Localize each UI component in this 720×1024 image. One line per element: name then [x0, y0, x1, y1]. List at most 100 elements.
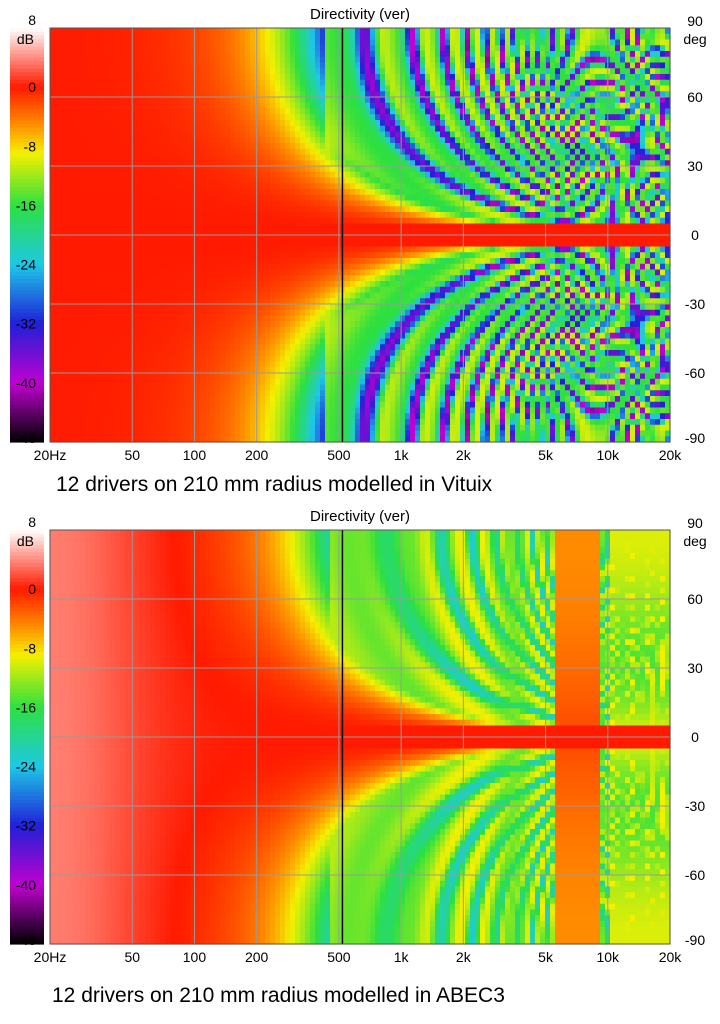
heatmap-cell: [305, 355, 311, 363]
heatmap-cell: [380, 154, 386, 161]
heatmap-cell: [375, 298, 381, 305]
heatmap-cell: [250, 286, 256, 294]
heatmap-cell: [240, 51, 246, 58]
heatmap-cell: [275, 154, 281, 161]
heatmap-cell: [240, 240, 246, 248]
heatmap-cell: [390, 275, 396, 282]
heatmap-cell: [250, 194, 256, 202]
heatmap-cell: [95, 223, 101, 230]
heatmap-cell: [200, 246, 206, 253]
heatmap-cell: [275, 79, 281, 87]
heatmap-cell: [375, 401, 381, 409]
heatmap-cell: [245, 120, 251, 127]
heatmap-cell: [190, 91, 196, 98]
heatmap-cell: [190, 137, 196, 144]
heatmap-cell: [290, 56, 296, 64]
heatmap-cell: [175, 298, 181, 305]
heatmap-cell: [235, 166, 241, 173]
heatmap-cell: [125, 263, 131, 271]
heatmap-cell: [65, 304, 71, 311]
heatmap-cell: [215, 344, 221, 351]
heatmap-cell: [365, 396, 371, 403]
heatmap-cell: [370, 298, 376, 305]
heatmap-cell: [320, 183, 326, 190]
heatmap-cell: [305, 367, 311, 374]
heatmap-cell: [270, 252, 276, 259]
heatmap-cell: [180, 240, 186, 248]
heatmap-cell: [355, 120, 361, 127]
heatmap-cell: [370, 229, 376, 236]
heatmap-cell: [255, 97, 261, 104]
heatmap-cell: [95, 102, 101, 110]
heatmap-cell: [220, 246, 226, 253]
heatmap-cell: [225, 33, 231, 41]
heatmap-cell: [305, 39, 311, 46]
heatmap-cell: [345, 269, 351, 276]
heatmap-cell: [160, 143, 166, 150]
heatmap-cell: [390, 212, 396, 219]
heatmap-cell: [105, 120, 111, 127]
heatmap-cell: [290, 235, 296, 242]
heatmap-cell: [385, 367, 391, 374]
heatmap-cell: [310, 407, 316, 414]
heatmap-cell: [55, 258, 61, 265]
heatmap-cell: [225, 217, 231, 225]
heatmap-cell: [255, 171, 261, 179]
heatmap-cell: [105, 344, 111, 351]
heatmap-cell: [155, 160, 161, 167]
heatmap-cell: [140, 51, 146, 58]
heatmap-cell: [175, 143, 181, 150]
heatmap-cell: [70, 373, 76, 380]
heatmap-cell: [285, 91, 291, 98]
heatmap-cell: [55, 332, 61, 340]
heatmap-cell: [165, 33, 171, 41]
heatmap-cell: [90, 258, 96, 265]
heatmap-cell: [180, 235, 186, 242]
heatmap-cell: [290, 304, 296, 311]
heatmap-cell: [130, 102, 136, 110]
heatmap-cell: [180, 401, 186, 409]
heatmap-cell: [200, 45, 206, 52]
heatmap-cell: [130, 258, 136, 265]
heatmap-cell: [90, 194, 96, 202]
heatmap-cell: [110, 298, 116, 305]
heatmap-cell: [320, 281, 326, 288]
heatmap-cell: [90, 269, 96, 276]
heatmap-cell: [320, 194, 326, 202]
heatmap-cell: [55, 114, 61, 121]
heatmap-cell: [150, 413, 156, 420]
heatmap-cell: [335, 206, 341, 213]
heatmap-cell: [270, 33, 276, 41]
heatmap-cell: [150, 120, 156, 127]
heatmap-cell: [250, 436, 256, 443]
heatmap-cell: [110, 229, 116, 236]
heatmap-cell: [390, 148, 396, 156]
heatmap-cell: [205, 235, 211, 242]
heatmap-cell: [185, 344, 191, 351]
heatmap-cell: [180, 131, 186, 138]
heatmap-cell: [240, 327, 246, 334]
heatmap-cell: [70, 436, 76, 443]
heatmap-cell: [235, 424, 241, 432]
heatmap-cell: [65, 332, 71, 340]
heatmap-cell: [300, 240, 306, 248]
heatmap-cell: [275, 206, 281, 213]
heatmap-cell: [300, 183, 306, 190]
heatmap-cell: [390, 114, 396, 121]
heatmap-cell: [395, 97, 401, 104]
heatmap-cell: [85, 45, 91, 52]
heatmap-cell: [120, 97, 126, 104]
heatmap-cell: [315, 424, 321, 432]
heatmap-cell: [195, 33, 201, 41]
heatmap-cell: [345, 407, 351, 414]
heatmap-cell: [185, 125, 191, 133]
heatmap-cell: [360, 281, 366, 288]
heatmap-cell: [355, 33, 361, 41]
heatmap-cell: [285, 338, 291, 345]
heatmap-cell: [260, 148, 266, 156]
heatmap-cell: [165, 171, 171, 179]
heatmap-cell: [325, 51, 331, 58]
heatmap-cell: [190, 350, 196, 357]
heatmap-cell: [135, 321, 141, 328]
heatmap-cell: [370, 137, 376, 144]
